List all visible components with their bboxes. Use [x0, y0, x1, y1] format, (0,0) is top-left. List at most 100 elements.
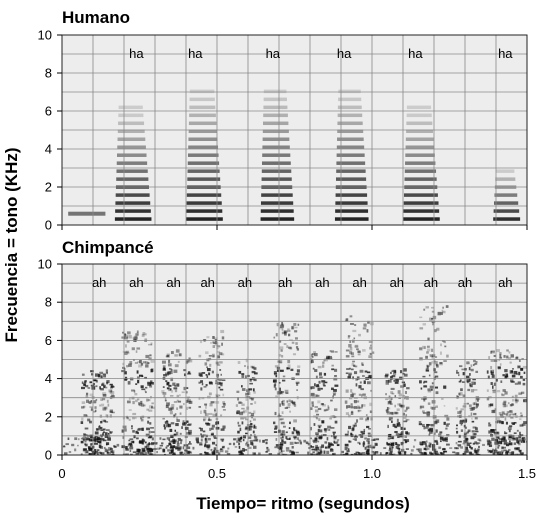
energy-speckle: [311, 401, 314, 405]
energy-speckle: [203, 418, 206, 422]
harmonic-stripe: [263, 121, 289, 126]
energy-speckle: [126, 335, 129, 339]
energy-speckle: [132, 336, 135, 340]
energy-speckle: [247, 427, 251, 431]
energy-speckle: [512, 368, 514, 370]
energy-speckle: [170, 377, 174, 382]
energy-speckle: [391, 442, 395, 446]
energy-speckle: [188, 400, 193, 404]
energy-speckle: [420, 387, 423, 390]
y-tick-label: 6: [45, 104, 52, 119]
energy-speckle: [181, 391, 185, 394]
energy-speckle: [443, 450, 448, 453]
energy-speckle: [168, 407, 173, 411]
energy-speckle: [352, 427, 355, 431]
syllable-label: ah: [92, 275, 106, 290]
energy-speckle: [446, 423, 450, 425]
energy-speckle: [93, 410, 96, 413]
energy-speckle: [345, 349, 350, 352]
energy-speckle: [207, 418, 212, 422]
energy-speckle: [221, 336, 225, 340]
energy-speckle: [419, 347, 423, 350]
energy-speckle: [107, 433, 110, 435]
energy-speckle: [201, 372, 206, 374]
energy-speckle: [313, 351, 317, 354]
energy-speckle: [348, 372, 352, 376]
energy-speckle: [402, 412, 406, 416]
energy-speckle: [240, 453, 245, 455]
energy-speckle: [492, 369, 495, 373]
energy-speckle: [240, 436, 243, 440]
energy-speckle: [172, 448, 174, 451]
noise-mark: [512, 437, 516, 440]
energy-speckle: [369, 402, 373, 407]
energy-speckle: [121, 369, 125, 373]
energy-speckle: [146, 447, 151, 450]
energy-speckle: [206, 375, 209, 378]
noise-mark: [346, 447, 349, 449]
energy-speckle: [501, 411, 505, 415]
energy-speckle: [455, 407, 458, 410]
energy-speckle: [86, 450, 89, 454]
energy-speckle: [166, 355, 170, 357]
energy-speckle: [405, 397, 409, 400]
energy-speckle: [446, 354, 449, 358]
energy-speckle: [504, 404, 508, 408]
noise-mark: [513, 442, 517, 445]
noise-mark: [488, 440, 492, 442]
noise-mark: [393, 453, 396, 455]
energy-speckle: [473, 402, 477, 405]
energy-speckle: [350, 406, 355, 409]
energy-speckle: [499, 356, 502, 359]
harmonic-stripe: [114, 217, 152, 221]
y-tick-label: 0: [45, 448, 52, 463]
energy-speckle: [316, 450, 319, 452]
energy-speckle: [358, 385, 362, 389]
noise-mark: [137, 450, 140, 454]
noise-mark: [283, 441, 287, 444]
energy-speckle: [106, 372, 108, 375]
energy-speckle: [274, 365, 279, 368]
energy-speckle: [511, 436, 514, 440]
noise-mark: [478, 439, 482, 442]
energy-speckle: [347, 335, 350, 339]
energy-speckle: [241, 374, 245, 378]
energy-speckle: [141, 439, 146, 443]
energy-speckle: [316, 417, 318, 420]
energy-speckle: [128, 397, 131, 400]
energy-speckle: [457, 411, 462, 414]
energy-speckle: [243, 435, 246, 439]
energy-speckle: [139, 440, 143, 443]
noise-mark: [165, 446, 168, 449]
energy-speckle: [147, 399, 151, 402]
energy-speckle: [394, 370, 397, 373]
energy-speckle: [94, 406, 97, 409]
energy-speckle: [168, 384, 172, 387]
energy-speckle: [491, 437, 495, 441]
energy-speckle: [294, 429, 298, 432]
energy-speckle: [122, 331, 124, 334]
energy-speckle: [245, 441, 249, 444]
energy-speckle: [122, 366, 126, 369]
energy-speckle: [312, 453, 317, 455]
energy-speckle: [250, 397, 254, 401]
energy-speckle: [470, 435, 475, 440]
energy-speckle: [179, 432, 182, 435]
energy-speckle: [238, 370, 242, 374]
energy-speckle: [496, 389, 501, 393]
energy-speckle: [348, 414, 351, 418]
energy-speckle: [491, 374, 495, 378]
noise-mark: [195, 438, 199, 441]
noise-mark: [279, 451, 283, 454]
energy-speckle: [238, 440, 242, 443]
energy-speckle: [318, 372, 322, 376]
energy-speckle: [237, 421, 240, 425]
energy-speckle: [142, 332, 146, 336]
energy-speckle: [466, 431, 469, 434]
energy-speckle: [186, 359, 190, 363]
energy-speckle: [212, 345, 216, 348]
energy-speckle: [317, 451, 321, 454]
noise-mark: [308, 446, 311, 450]
energy-speckle: [433, 358, 436, 363]
energy-speckle: [222, 401, 226, 405]
